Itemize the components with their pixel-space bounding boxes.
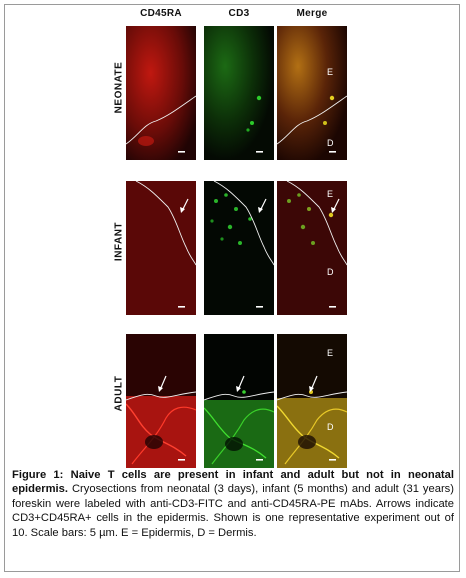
panel-neonate-merge: E D — [277, 26, 347, 160]
row-label-infant: INFANT — [113, 221, 125, 262]
figure-frame — [4, 4, 460, 572]
label-dermis: D — [327, 422, 334, 432]
panel-infant-merge: E D — [277, 181, 347, 315]
panel-adult-merge: E D — [277, 334, 347, 468]
figure-caption: Figure 1: Naive T cells are present in i… — [12, 468, 454, 540]
label-epidermis: E — [327, 189, 334, 199]
col-header-cd45ra: CD45RA — [140, 8, 182, 19]
label-dermis: D — [327, 138, 334, 148]
caption-body: Cryosections from neonatal (3 days), inf… — [12, 483, 454, 539]
panel-neonate-cd3 — [204, 26, 274, 160]
label-dermis: D — [327, 267, 334, 277]
panel-adult-cd3 — [204, 334, 274, 468]
col-header-cd3: CD3 — [228, 8, 250, 19]
row-label-neonate: NEONATE — [113, 61, 125, 114]
panel-neonate-cd45ra — [126, 26, 196, 160]
label-epidermis: E — [327, 348, 334, 358]
panel-infant-cd45ra — [126, 181, 196, 315]
col-header-merge: Merge — [296, 8, 328, 19]
row-label-adult: ADULT — [113, 375, 125, 412]
label-epidermis: E — [327, 67, 334, 77]
panel-adult-cd45ra — [126, 334, 196, 468]
panel-infant-cd3 — [204, 181, 274, 315]
caption-title: Figure 1: Naive T cells are present in i… — [12, 469, 454, 496]
